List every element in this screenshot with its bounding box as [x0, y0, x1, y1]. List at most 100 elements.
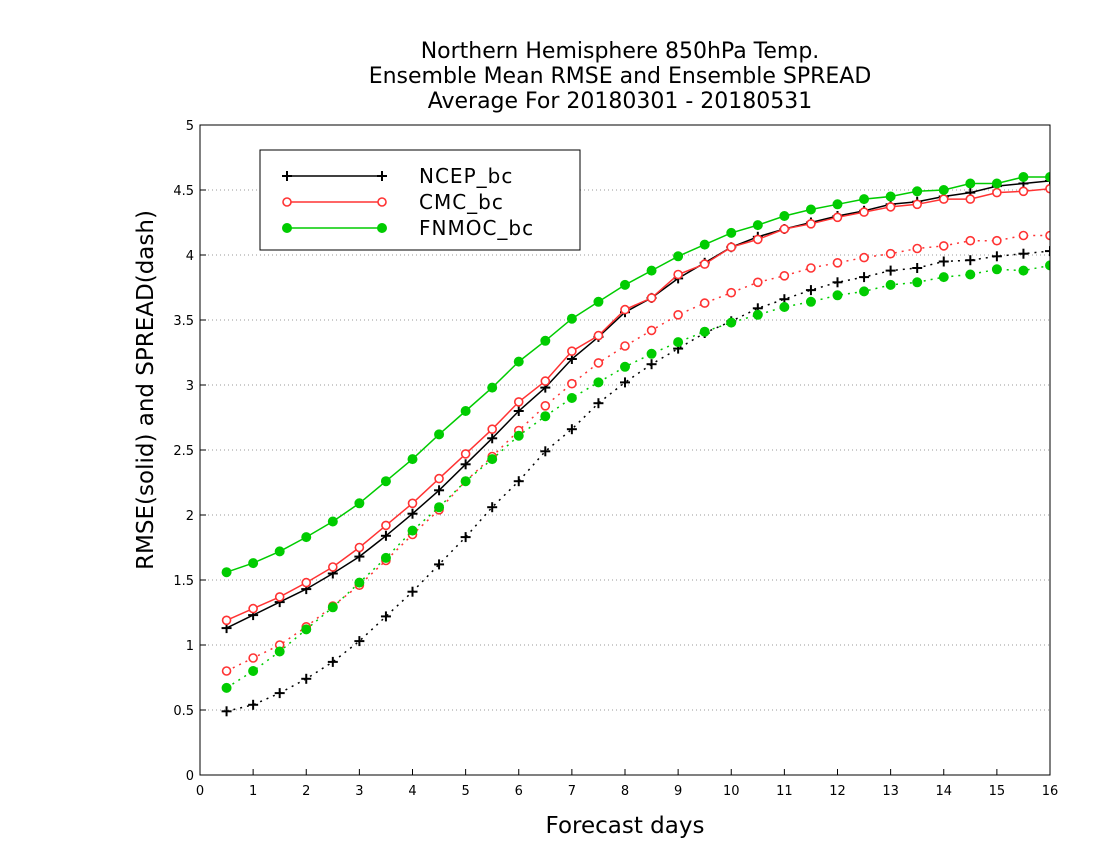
FNMOC_bc-spread-point [380, 552, 391, 563]
FNMOC_bc-rmse-point [1018, 172, 1029, 182]
CMC_bc-rmse-point [673, 269, 683, 280]
NCEP_bc-rmse-point [407, 508, 418, 519]
NCEP_bc-spread-point [354, 636, 365, 647]
CMC_bc-spread-point [699, 298, 710, 308]
CMC_bc-rmse-point [859, 207, 869, 217]
legend-marker-NCEP_bc-start [282, 171, 292, 181]
NCEP_bc-spread-point [434, 559, 445, 570]
FNMOC_bc-spread-point [752, 309, 763, 320]
NCEP_bc-spread-point [912, 263, 923, 273]
FNMOC_bc-spread-point [991, 264, 1002, 275]
x-tick-label: 1 [249, 784, 257, 799]
NCEP_bc-spread-point [991, 251, 1002, 262]
CMC_bc-rmse-point [381, 520, 391, 531]
FNMOC_bc-rmse-point [859, 194, 870, 205]
y-tick-label: 5 [186, 119, 194, 134]
FNMOC_bc-rmse-point [248, 558, 259, 569]
FNMOC_bc-rmse-point [593, 296, 604, 307]
FNMOC_bc-spread-point [513, 430, 524, 441]
legend-marker-FNMOC_bc-start [282, 223, 292, 233]
NCEP_bc-spread-point [885, 265, 896, 276]
CMC_bc-rmse-point [806, 219, 816, 229]
CMC_bc-spread-point [806, 263, 816, 273]
FNMOC_bc-spread-point [859, 286, 870, 297]
FNMOC_bc-spread-point [593, 377, 604, 388]
NCEP_bc-spread-point [566, 424, 577, 435]
FNMOC_bc-rmse-point [460, 406, 471, 416]
FNMOC_bc-spread-point [965, 269, 976, 280]
NCEP_bc-spread-point [859, 272, 870, 283]
FNMOC_bc-spread-point [832, 290, 843, 301]
FNMOC_bc-spread-point [620, 361, 630, 372]
CMC_bc-rmse-point [487, 424, 497, 435]
x-tick-label: 4 [408, 784, 416, 799]
x-tick-label: 6 [515, 784, 523, 799]
FNMOC_bc-spread-point [248, 666, 259, 676]
y-axis-ticks: 0 0.5 1 1.5 2 2.5 3 3.5 4 4.5 5 [173, 119, 206, 784]
CMC_bc-rmse-point [540, 376, 551, 386]
CMC_bc-rmse-point [620, 304, 630, 315]
CMC_bc-spread-point [779, 270, 790, 281]
FNMOC_bc-rmse-point [301, 532, 312, 543]
FNMOC_bc-spread-point [434, 502, 445, 513]
legend-box [259, 149, 581, 251]
NCEP_bc-spread-point [593, 398, 604, 409]
CMC_bc-spread-point [1045, 230, 1050, 241]
FNMOC_bc-spread-point [1045, 260, 1050, 271]
legend-label-NCEP_bc: NCEP_bc [419, 164, 513, 188]
x-tick-label: 10 [723, 784, 740, 799]
x-tick-label: 7 [568, 784, 576, 799]
CMC_bc-spread-point [221, 666, 232, 676]
FNMOC_bc-spread-point [779, 302, 790, 312]
CMC_bc-rmse-point [354, 542, 365, 553]
FNMOC_bc-spread-point [327, 602, 338, 613]
x-tick-label: 5 [461, 784, 469, 799]
x-tick-label: 9 [674, 784, 682, 799]
FNMOC_bc-rmse-point [487, 382, 498, 393]
FNMOC_bc-rmse-point [805, 204, 816, 215]
FNMOC_bc-rmse-point [991, 178, 1002, 189]
series-layer [221, 172, 1050, 717]
legend-marker-CMC_bc-end [377, 197, 387, 207]
CMC_bc-spread-point [593, 358, 604, 368]
NCEP_bc-rmse-point [434, 485, 445, 496]
y-tick-label: 4 [186, 249, 194, 264]
FNMOC_bc-spread-point [460, 476, 471, 487]
FNMOC_bc-rmse-point [221, 567, 232, 578]
FNMOC_bc-rmse-point [779, 211, 790, 221]
CMC_bc-spread-point [965, 235, 976, 246]
NCEP_bc-rmse-point [487, 433, 498, 444]
NCEP_bc-spread-point [380, 611, 391, 622]
FNMOC_bc-rmse-point [752, 220, 763, 231]
NCEP_bc-rmse-point [1045, 175, 1050, 186]
CMC_bc-rmse-point [726, 242, 737, 252]
CMC_bc-rmse-point [221, 615, 232, 626]
CMC_bc-rmse-point [832, 212, 843, 223]
x-tick-label: 14 [935, 784, 952, 799]
CMC_bc-rmse-point [567, 346, 577, 357]
legend-label-CMC_bc: CMC_bc [419, 190, 504, 214]
NCEP_bc-spread-point [646, 359, 657, 370]
y-tick-label: 2 [186, 509, 194, 524]
CMC_bc-rmse-line [226, 187, 1050, 621]
FNMOC_bc-rmse-point [1045, 172, 1050, 182]
FNMOC_bc-spread-point [699, 326, 710, 337]
CMC_bc-rmse-point [593, 330, 604, 341]
y-tick-label: 2.5 [173, 444, 194, 459]
x-tick-label: 13 [882, 784, 899, 799]
NCEP_bc-spread-point [832, 277, 843, 288]
CMC_bc-rmse-point [779, 224, 790, 234]
NCEP_bc-spread-point [487, 502, 498, 513]
CMC_bc-rmse-point [1018, 186, 1029, 197]
CMC_bc-rmse-point [407, 498, 418, 509]
FNMOC_bc-spread-point [1018, 265, 1029, 276]
NCEP_bc-spread-point [460, 532, 471, 543]
NCEP_bc-spread-point [1045, 246, 1050, 257]
CMC_bc-spread-point [832, 257, 843, 268]
FNMOC_bc-spread-point [912, 277, 923, 288]
FNMOC_bc-spread-point [221, 682, 232, 693]
CMC_bc-spread-point [726, 287, 737, 298]
CMC_bc-rmse-point [301, 577, 312, 588]
